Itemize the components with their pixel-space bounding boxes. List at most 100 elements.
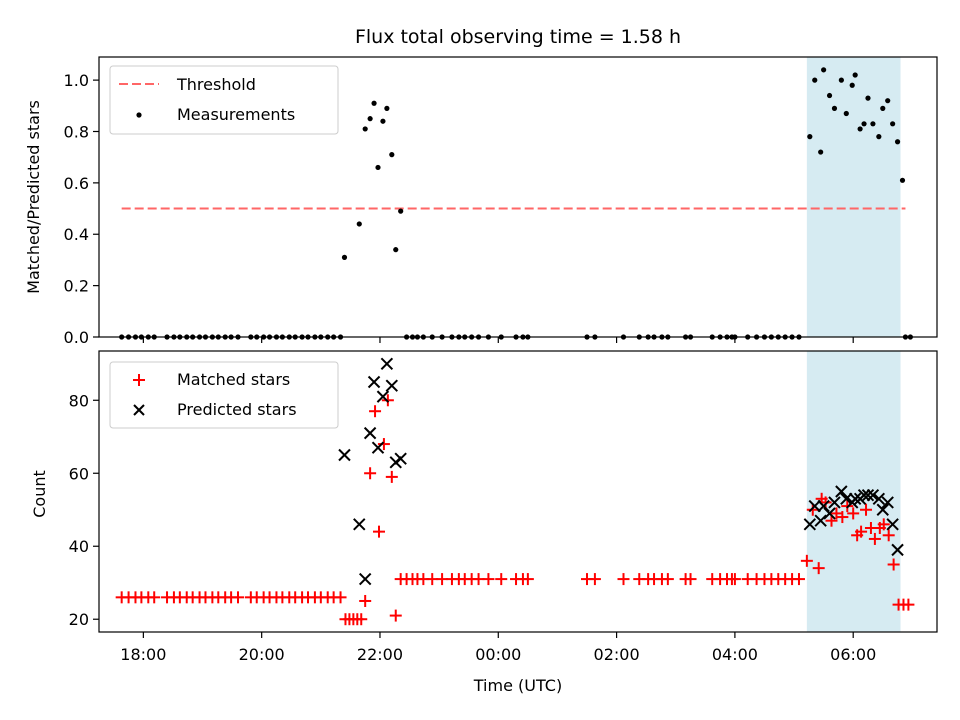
- measurement-point: [838, 77, 844, 83]
- x-tick-label: 06:00: [830, 645, 876, 664]
- predicted-star-point: [358, 572, 372, 586]
- bottom-matched-stars: [115, 394, 915, 626]
- top-y-tick-label: 0.2: [64, 277, 89, 296]
- matched-star-point: [364, 467, 377, 480]
- measurement-point: [861, 121, 867, 127]
- legend-matched-label: Matched stars: [177, 370, 290, 389]
- measurement-point: [398, 208, 404, 214]
- measurement-point: [384, 105, 390, 111]
- measurement-point: [890, 121, 896, 127]
- bottom-panel: 20 40 60 80 18:00 20:00 22:00 00:00 02:00 04:00 0…: [30, 350, 938, 695]
- matched-star-point: [902, 598, 915, 611]
- matched-star-point: [792, 573, 805, 586]
- legend-measurements-swatch: [136, 112, 142, 118]
- bottom-y-tick-label: 80: [69, 391, 89, 410]
- matched-star-point: [868, 532, 881, 545]
- x-tick-label: 04:00: [712, 645, 758, 664]
- bottom-highlight-span: [806, 351, 901, 632]
- measurement-point: [389, 152, 395, 158]
- matched-star-point: [812, 562, 825, 575]
- predicted-star-point: [385, 379, 399, 392]
- measurement-point: [849, 82, 855, 88]
- chart-title: Flux total observing time = 1.58 h: [355, 26, 681, 48]
- predicted-star-point: [823, 507, 836, 520]
- measurement-point: [818, 149, 824, 155]
- matched-star-point: [372, 525, 385, 538]
- predicted-star-point: [881, 496, 894, 509]
- predicted-star-point: [363, 426, 377, 440]
- measurement-point: [341, 254, 348, 260]
- top-axes-frame: [98, 56, 938, 338]
- predicted-star-point: [866, 488, 880, 502]
- matched-star-point: [836, 511, 849, 524]
- matched-star-point: [882, 529, 895, 542]
- measurement-point: [362, 126, 368, 132]
- top-legend-box: [109, 65, 339, 135]
- bottom-legend-box: [109, 361, 339, 429]
- matched-star-point: [385, 470, 398, 483]
- predicted-star-point: [394, 452, 407, 465]
- bottom-axes-frame: [98, 350, 938, 633]
- top-y-tick-label: 0.6: [64, 174, 89, 193]
- bottom-x-ticks: 18:00 20:00 22:00 00:00 02:00 04:00 06:00: [120, 632, 876, 664]
- measurement-point: [899, 177, 906, 183]
- legend-threshold-label: Threshold: [176, 75, 256, 94]
- bottom-y-axis-label: Count: [30, 470, 49, 518]
- predicted-star-point: [367, 375, 381, 389]
- top-y-ticks: 0.0 0.2 0.4 0.6 0.8 1.0: [64, 71, 99, 347]
- legend-measurements-label: Measurements: [177, 105, 295, 124]
- predicted-star-point: [376, 390, 390, 403]
- predicted-star-point: [803, 518, 817, 531]
- measurement-point: [852, 72, 858, 78]
- measurement-point: [865, 95, 871, 101]
- predicted-star-point: [814, 514, 827, 527]
- predicted-star-point: [872, 492, 886, 506]
- predicted-star-point: [886, 518, 899, 531]
- matched-star-point: [661, 573, 674, 586]
- measurement-point: [812, 77, 818, 83]
- measurement-point: [894, 139, 901, 145]
- legend-predicted-swatch: [133, 404, 145, 416]
- matched-star-point: [887, 558, 900, 571]
- matched-star-point: [232, 591, 245, 604]
- matched-star-point: [495, 573, 508, 586]
- matched-star-point: [806, 503, 819, 516]
- measurement-point: [371, 100, 377, 106]
- top-y-tick-label: 0.0: [64, 328, 89, 347]
- measurement-point: [375, 164, 381, 171]
- matched-star-point: [800, 554, 813, 567]
- legend-predicted-label: Predicted stars: [177, 400, 297, 419]
- measurement-point: [821, 67, 827, 73]
- matched-star-point: [819, 496, 832, 509]
- top-y-tick-label: 1.0: [64, 71, 89, 90]
- matched-star-point: [355, 613, 368, 626]
- predicted-star-point: [828, 496, 841, 509]
- measurement-point: [380, 118, 386, 124]
- predicted-star-point: [338, 448, 351, 462]
- bottom-legend: Matched stars Predicted stars: [109, 361, 339, 429]
- x-tick-label: 18:00: [120, 645, 166, 664]
- matched-star-point: [389, 609, 402, 622]
- matched-star-point: [728, 573, 741, 586]
- top-highlight-span: [806, 57, 901, 337]
- matched-star-point: [877, 518, 890, 531]
- x-tick-label: 02:00: [594, 645, 640, 664]
- measurement-point: [885, 98, 891, 104]
- bottom-y-tick-label: 60: [69, 464, 89, 483]
- matched-star-point: [369, 405, 382, 418]
- predicted-star-point: [371, 441, 385, 454]
- predicted-star-point: [808, 499, 821, 513]
- bottom-x-axis-label: Time (UTC): [473, 676, 562, 695]
- top-y-tick-label: 0.8: [64, 122, 89, 141]
- predicted-star-point: [835, 485, 848, 498]
- matched-star-point: [860, 503, 873, 516]
- top-x-ticks: [142, 337, 854, 343]
- measurement-point: [807, 134, 813, 140]
- predicted-star-point: [857, 488, 871, 502]
- predicted-star-point: [353, 518, 366, 531]
- matched-star-point: [377, 438, 390, 451]
- predicted-star-point: [891, 543, 904, 557]
- measurement-point: [393, 247, 399, 253]
- matched-star-point: [482, 573, 495, 586]
